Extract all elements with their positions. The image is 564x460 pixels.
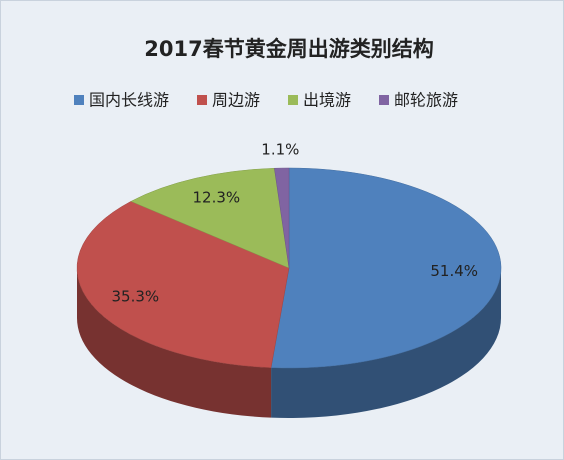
legend-label: 周边游 xyxy=(212,91,260,110)
chart-title: 2017春节黄金周出游类别结构 xyxy=(144,37,433,61)
slice xyxy=(270,167,502,369)
legend-swatch xyxy=(379,95,389,105)
legend-swatch xyxy=(288,95,298,105)
slice-side xyxy=(77,268,272,418)
legend-label: 邮轮旅游 xyxy=(394,91,458,110)
data-label: 51.4% xyxy=(430,262,478,280)
legend-label: 国内长线游 xyxy=(89,91,169,110)
data-label: 1.1% xyxy=(261,141,299,159)
slice xyxy=(130,167,290,269)
data-label: 12.3% xyxy=(192,188,240,206)
slice xyxy=(274,167,290,269)
legend-swatch xyxy=(74,95,84,105)
slice-side xyxy=(271,268,501,418)
legend-swatch xyxy=(197,95,207,105)
legend-label: 出境游 xyxy=(303,91,351,110)
slice xyxy=(76,201,290,368)
data-label: 35.3% xyxy=(111,287,159,305)
